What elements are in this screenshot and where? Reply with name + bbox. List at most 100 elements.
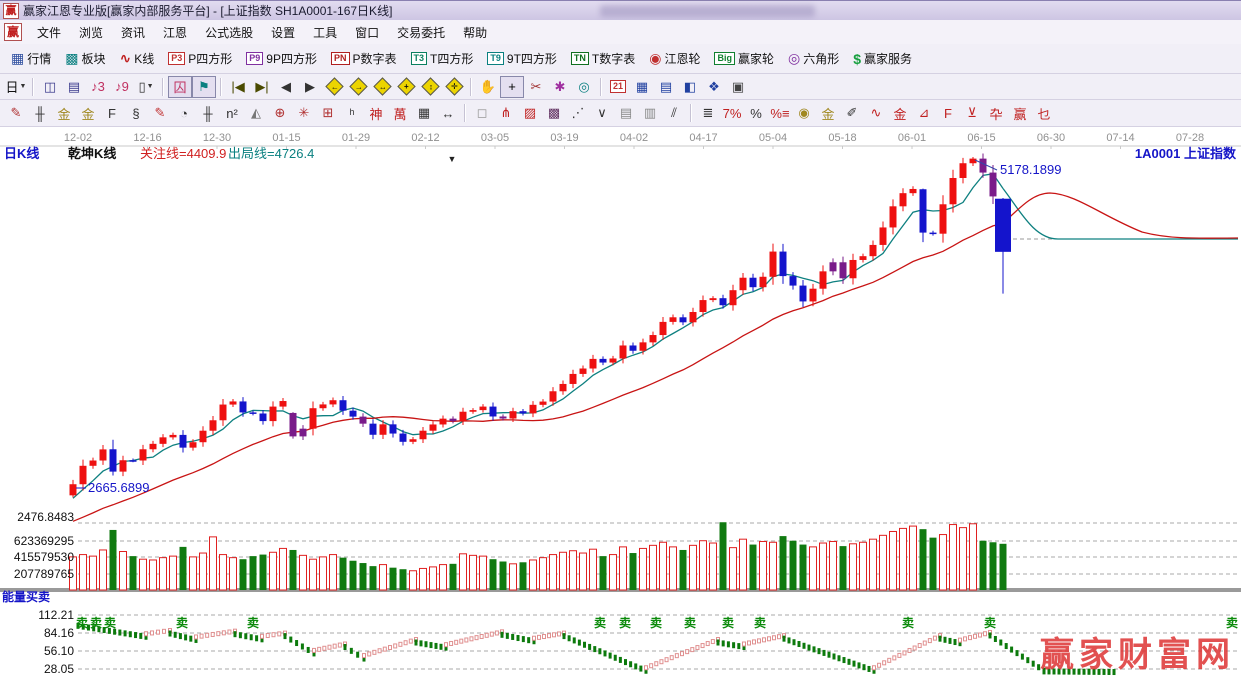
angle-cut-icon[interactable]: ✂ xyxy=(530,78,542,94)
target-circle-icon[interactable]: ⊕ xyxy=(274,105,286,120)
stamp-tool-icon[interactable]: ✱ xyxy=(554,78,566,94)
grid-tool-icon[interactable]: ╫ xyxy=(35,105,45,121)
red-pen-icon[interactable]: ✎ xyxy=(154,105,166,120)
gann-arrow-left-icon[interactable]: ← xyxy=(322,76,346,98)
notes-icon[interactable]: ▤ xyxy=(659,78,673,94)
nav-prev-icon[interactable]: ◀ xyxy=(281,78,291,94)
gold-grid-1-icon[interactable]: 金 xyxy=(57,106,71,122)
gann-web-icon[interactable]: ▨ xyxy=(523,105,537,120)
zigzag-icon[interactable]: ∨ xyxy=(597,105,607,120)
spiral-icon[interactable]: § xyxy=(132,105,140,121)
menu-文件[interactable]: 文件 xyxy=(37,25,62,40)
ze-tool-icon[interactable]: 乜 xyxy=(1037,106,1051,122)
svg-text:卖: 卖 xyxy=(754,615,766,630)
span-arrows-icon[interactable]: ↔ xyxy=(441,105,455,121)
k-marks-icon[interactable]: ʰ xyxy=(349,105,355,121)
volume-9-icon[interactable]: ♪9 xyxy=(115,79,129,94)
calendar-icon[interactable]: 21 xyxy=(606,76,630,98)
nav-first-icon[interactable]: |◀ xyxy=(231,78,245,94)
toolbar-9p-square-button[interactable]: P9 9P四方形 xyxy=(239,47,324,70)
menu-窗口[interactable]: 窗口 xyxy=(355,25,380,40)
toolbar-quotes-button[interactable]: ▦ 行情 xyxy=(4,47,58,70)
time-cycle-icon[interactable]: ◔ xyxy=(180,105,188,121)
x-red-icon[interactable]: ⊻ xyxy=(967,105,977,120)
toolbar-gann-wheel-button[interactable]: ◉ 江恩轮 xyxy=(642,47,707,70)
gold-red-icon[interactable]: 金 xyxy=(893,106,907,122)
toolbar-p-square-button[interactable]: P3 P四方形 xyxy=(161,47,239,70)
fibonacci-icon[interactable]: F xyxy=(108,105,116,121)
fan-lines-icon[interactable]: ⋰ xyxy=(571,105,585,120)
nav-last-icon[interactable]: ▶| xyxy=(255,78,269,94)
toolbar-t-number-table-button[interactable]: TN T数字表 xyxy=(564,47,642,70)
gann-arrow-right-icon[interactable]: → xyxy=(346,76,370,98)
percent-t-icon[interactable]: 7% xyxy=(722,105,742,121)
save-icon[interactable]: ◧ xyxy=(683,78,697,94)
menu-工具[interactable]: 工具 xyxy=(313,25,338,40)
menu-江恩[interactable]: 江恩 xyxy=(163,25,188,40)
n-square-icon[interactable]: n² xyxy=(226,105,238,121)
toolbar-winner-service-button[interactable]: $ 赢家服务 xyxy=(846,47,919,70)
gold-lines-icon[interactable]: 金 xyxy=(821,106,835,122)
star-web-icon[interactable]: ✳ xyxy=(298,105,310,120)
measure-icon[interactable]: ≣ xyxy=(702,105,714,120)
gold-circle-icon[interactable]: ◉ xyxy=(798,105,810,120)
menu-帮助[interactable]: 帮助 xyxy=(463,25,488,40)
percent-line-icon[interactable]: %≡ xyxy=(770,105,790,121)
analysis-tool-icon[interactable]: ◎ xyxy=(578,78,590,94)
print-icon[interactable]: ▣ xyxy=(731,78,745,94)
toolbar-t-square-button[interactable]: T3 T四方形 xyxy=(404,47,481,70)
parallel-lines-icon[interactable]: ⫽ xyxy=(671,105,677,120)
wan-tool-icon[interactable]: 萬 xyxy=(393,106,407,122)
shen-2-icon[interactable]: 卆 xyxy=(989,106,1003,122)
toolbar-hexagon-button[interactable]: ◎ 六角形 xyxy=(781,47,846,70)
pen-2-icon[interactable]: ✐ xyxy=(846,105,858,120)
toolbar-sectors-button[interactable]: ▩ 板块 xyxy=(58,47,112,70)
pen-tool-icon[interactable]: ✎ xyxy=(10,105,22,120)
gann-fan-red-icon[interactable]: ⋔ xyxy=(500,105,512,120)
grid-count-icon[interactable]: ▦ xyxy=(417,105,431,120)
menu-浏览[interactable]: 浏览 xyxy=(79,25,104,40)
period-day-icon[interactable]: 日 ▼ xyxy=(5,80,27,95)
network-icon[interactable]: ❖ xyxy=(708,78,720,94)
wave-red-icon[interactable]: ∿ xyxy=(870,105,882,120)
hand-pan-icon[interactable]: ✋ xyxy=(479,78,497,94)
gann-arrow-x-icon[interactable]: + xyxy=(394,76,418,98)
quotes-label: 行情 xyxy=(27,52,52,66)
angle-tool-icon[interactable]: ◭ xyxy=(251,105,261,120)
volume-3-icon[interactable]: ♪3 xyxy=(91,79,105,94)
menu-交易委托[interactable]: 交易委托 xyxy=(397,25,446,40)
percent-icon[interactable]: % xyxy=(750,105,762,121)
dark-box-icon[interactable]: ▩ xyxy=(547,105,561,120)
kline-chart-canvas[interactable]: 卖卖卖卖卖卖卖卖卖卖卖卖卖卖12-02 12-16 12-30 01-15 01-29 0… xyxy=(0,127,1241,678)
toolbar-9t-square-button[interactable]: T9 9T四方形 xyxy=(480,47,564,70)
info-panel-icon[interactable]: ▤ xyxy=(67,78,81,94)
toolbar-kline-button[interactable]: ∿ K线 xyxy=(113,47,162,70)
gold-grid-2-icon[interactable]: 金 xyxy=(81,106,95,122)
toolbar-winner-wheel-button[interactable]: Big 赢家轮 xyxy=(707,47,781,70)
gray-box-icon[interactable]: ◻ xyxy=(476,105,488,120)
ying-tool-icon[interactable]: 赢 xyxy=(1013,106,1027,122)
flag-marker-icon[interactable]: ⚑ xyxy=(192,75,216,98)
square-grid-2-icon[interactable]: ▥ xyxy=(643,105,657,120)
menu-资讯[interactable]: 资讯 xyxy=(121,25,146,40)
crosshair-icon[interactable]: + xyxy=(500,75,524,98)
f-red-icon[interactable]: F xyxy=(944,105,952,121)
chart-area[interactable]: 卖卖卖卖卖卖卖卖卖卖卖卖卖卖 12-02 12-16 12-30 01-15 01-29 0… xyxy=(0,127,1241,678)
gann-arrow-all-icon[interactable]: ✛ xyxy=(442,76,466,98)
square-grid-1-icon[interactable]: ▤ xyxy=(619,105,633,120)
web-box-icon[interactable]: ⊞ xyxy=(322,105,334,120)
window-titlebar[interactable]: 赢 赢家江恩专业版[赢家内部服务平台] - [上证指数 SH1A0001-167… xyxy=(0,0,1241,20)
nav-next-icon[interactable]: ▶ xyxy=(305,78,315,94)
menu-公式选股[interactable]: 公式选股 xyxy=(205,25,254,40)
pattern-box-icon[interactable]: 囚 xyxy=(168,75,192,98)
gann-arrow-ud-icon[interactable]: ↕ xyxy=(418,76,442,98)
window-view-icon[interactable]: ◫ xyxy=(43,78,57,94)
calculator-icon[interactable]: ▦ xyxy=(635,78,649,94)
bars-tool-icon[interactable]: ╫ xyxy=(203,105,213,121)
j-line-icon[interactable]: ⊿ xyxy=(918,105,930,120)
toolbar-p-number-table-button[interactable]: PN P数字表 xyxy=(324,47,404,70)
menu-设置[interactable]: 设置 xyxy=(271,25,296,40)
candle-type-icon[interactable]: ▯ ▼ xyxy=(138,78,154,94)
gann-arrow-lr-icon[interactable]: ↔ xyxy=(370,76,394,98)
shen-tool-icon[interactable]: 神 xyxy=(369,106,383,122)
